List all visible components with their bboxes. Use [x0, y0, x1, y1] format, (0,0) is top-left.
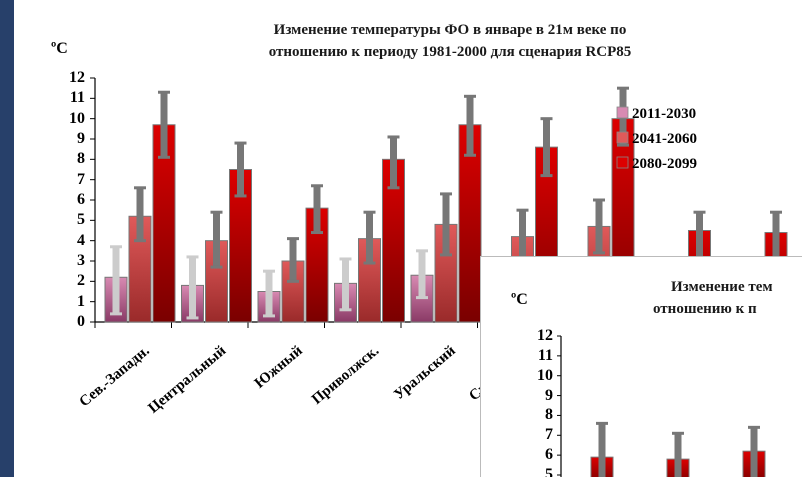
y-tick-label: 11 [69, 89, 85, 107]
chart-title-line2: отношению к периоду 1981-2000 для сценар… [268, 44, 632, 60]
x-category-label: Сев.-Западн. [77, 343, 153, 411]
overlay-y-tick-label: 12 [537, 327, 553, 344]
y-tick-label: 4 [77, 231, 85, 249]
y-tick-label: 2 [77, 272, 85, 290]
y-tick-label: 1 [77, 292, 85, 310]
x-category-label: Приволжск. [309, 343, 382, 408]
x-category-label: Центральный [145, 343, 229, 417]
legend-label-2: 2080-2099 [632, 156, 697, 172]
y-tick-label: 5 [77, 211, 85, 229]
overlay-y-tick-label: 7 [545, 426, 553, 444]
y-tick-label: 7 [77, 170, 85, 188]
legend-label-1: 2041-2060 [632, 131, 697, 147]
legend-swatch-2 [616, 156, 629, 169]
y-tick-label: 0 [77, 313, 85, 330]
overlay-y-tick-label: 9 [545, 386, 553, 404]
overlay-y-tick-label: 5 [545, 466, 553, 477]
overlay-chart-panel: Изменение тем отношению к п ºC 12 11 10 9 8 7… [480, 256, 802, 477]
overlay-y-tick-label: 8 [545, 406, 553, 424]
slide-left-edge [0, 0, 14, 477]
legend-swatch-0 [616, 106, 629, 119]
overlay-y-tick-label: 10 [537, 366, 553, 384]
x-category-label: Южный [252, 343, 306, 392]
y-tick-label: 6 [77, 191, 85, 208]
y-tick-label: 10 [69, 109, 85, 127]
overlay-y-axis-label: ºC [511, 291, 528, 308]
chart-title-line1: Изменение температуры ФО в январе в 21м … [273, 22, 627, 38]
legend-swatch-1 [616, 131, 629, 144]
overlay-title-line2: отношению к п [653, 301, 757, 317]
overlay-chart-svg [557, 335, 766, 477]
overlay-y-tick-label: 6 [545, 446, 553, 464]
y-tick-label: 9 [77, 130, 85, 147]
y-axis-label: ºC [51, 40, 68, 57]
y-tick-label: 3 [77, 252, 85, 269]
overlay-y-tick-label: 11 [537, 346, 553, 364]
y-tick-label: 12 [69, 69, 85, 86]
x-category-label: Уральский [391, 343, 459, 403]
overlay-title-line1: Изменение тем [671, 279, 773, 295]
legend-label-0: 2011-2030 [632, 106, 696, 122]
y-tick-label: 8 [77, 150, 85, 168]
